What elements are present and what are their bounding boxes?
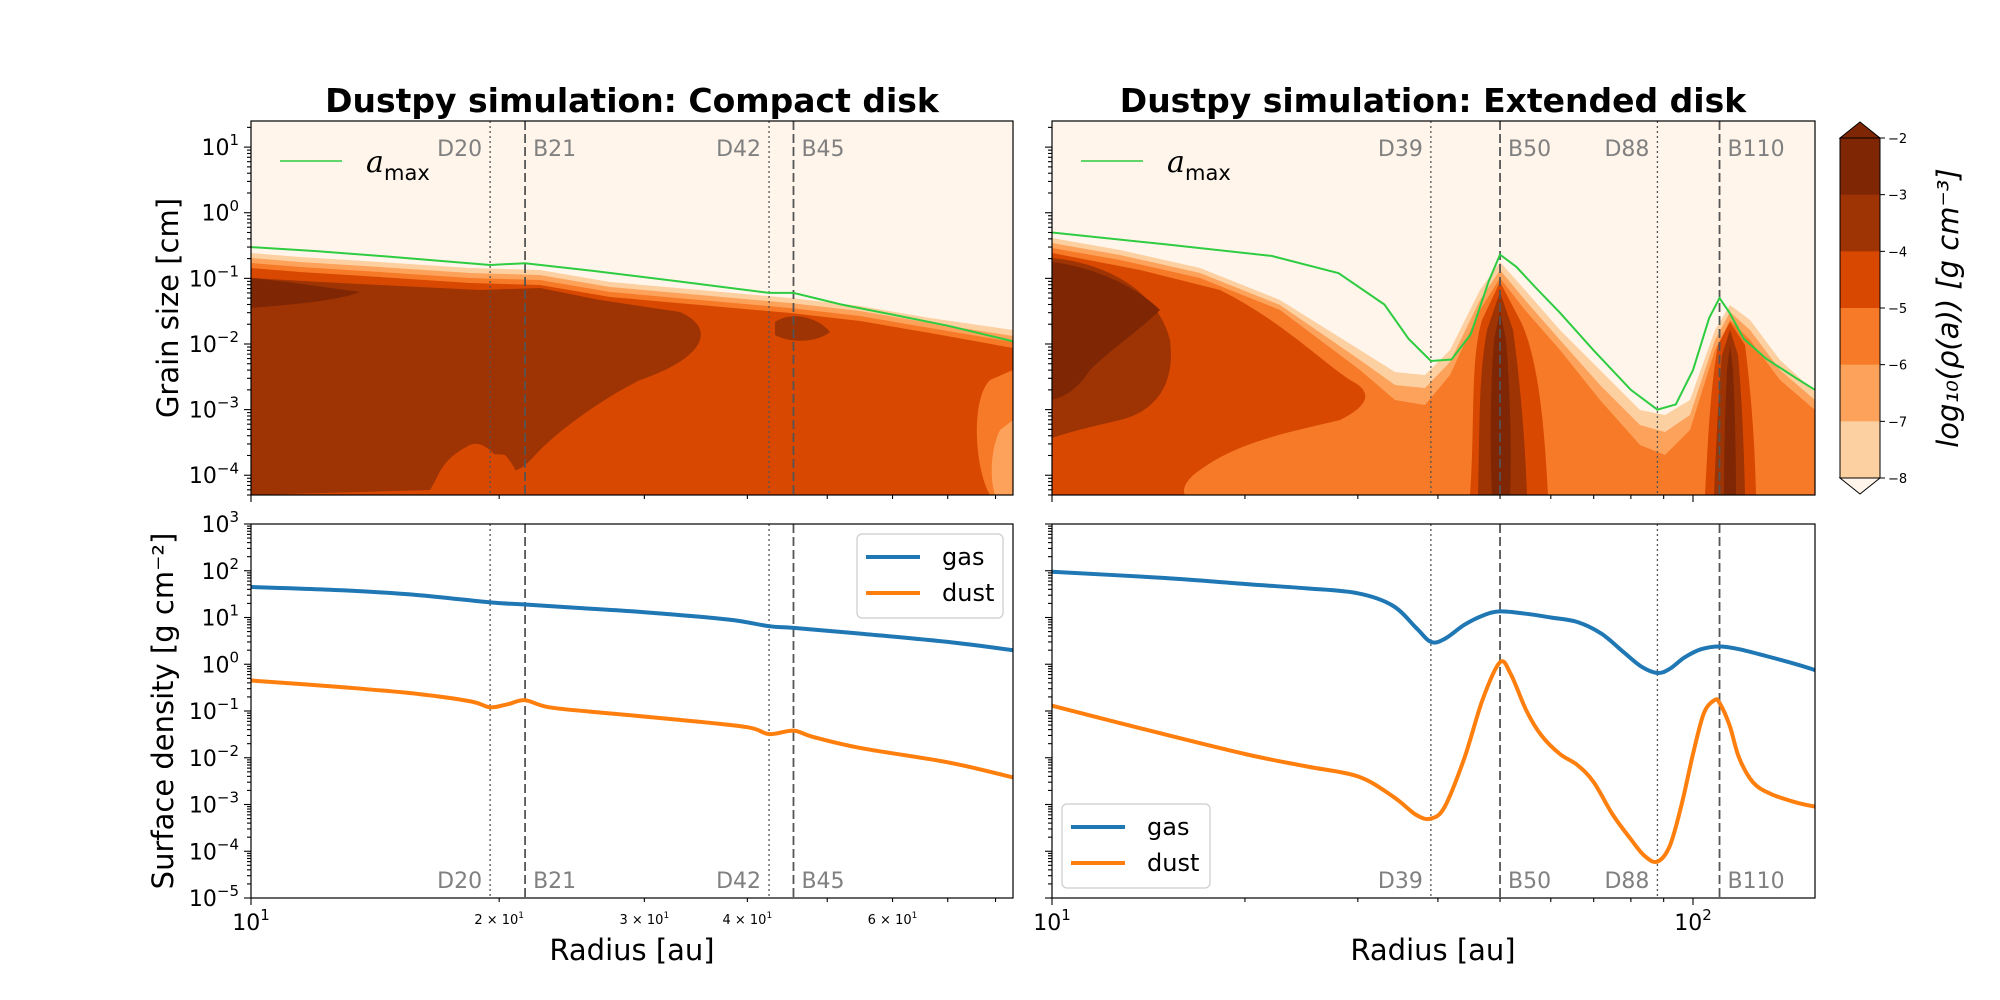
- series-dust-es: [1052, 659, 1815, 864]
- amax-curve-cc: [251, 246, 1013, 343]
- title-extended: Dustpy simulation: Extended disk: [1120, 81, 1747, 120]
- colorbar-extend-top: [1838, 121, 1882, 139]
- gap-label-b45-cc: B45: [801, 137, 844, 162]
- ytick-label-cs-2: 101: [201, 602, 239, 632]
- series-gas-cs: [251, 585, 1013, 653]
- gap-label-b110-es: B110: [1728, 869, 1785, 894]
- colorbar-tick-label-4: −6: [1888, 359, 1907, 374]
- ytick-label-cc-0: 101: [201, 131, 239, 161]
- surface-density-lines: [251, 569, 1815, 864]
- gap-label-b50-ec: B50: [1508, 137, 1551, 162]
- gap-label-d42-cc: D42: [716, 137, 761, 162]
- series-dust-cs: [251, 678, 1013, 780]
- title-compact: Dustpy simulation: Compact disk: [325, 81, 940, 120]
- axes-frame-extended-contour: [1051, 120, 1816, 496]
- gap-lines: [489, 121, 1721, 898]
- colorbar-tick-label-5: −7: [1888, 415, 1907, 430]
- ytick-label-cs-5: 10−2: [189, 742, 239, 772]
- colorbar-swatch-3: [1840, 308, 1880, 366]
- contour-level-3-compact-blob: [430, 454, 525, 495]
- gap-label-b110-ec: B110: [1728, 137, 1785, 162]
- contour-level-1-extended-peak2: [1724, 345, 1736, 495]
- contour-level-2-compact-ring: [775, 316, 830, 341]
- ytick-label-cs-7: 10−4: [189, 835, 239, 865]
- colorbar-extend-bottom: [1838, 477, 1882, 495]
- contour-level-1-compact: [251, 278, 360, 308]
- xtick-label-cs-4: 6 × 101: [868, 911, 918, 928]
- colorbar-swatch-4: [1840, 364, 1880, 422]
- ytick-label-cs-3: 100: [201, 648, 239, 678]
- gap-label-d42-cs: D42: [716, 869, 761, 894]
- legend-amax-compact-sub: max: [384, 161, 430, 185]
- legend-amax-compact: a max: [280, 145, 430, 185]
- colorbar-swatch-0: [1840, 138, 1880, 196]
- legend-gas-label-compact: gas: [942, 543, 984, 571]
- contour-layers-compact: [251, 253, 1013, 495]
- legend-dust-label-compact: dust: [942, 579, 994, 607]
- colorbar-swatch-2: [1840, 251, 1880, 309]
- gap-labels: D20 B21 D42 B45 D39 B50 D88 B110 D20 B21 D42 B45 D39…: [437, 137, 1784, 894]
- xtick-label-cs-3: 4 × 101: [722, 911, 772, 928]
- gap-label-b45-cs: B45: [801, 869, 844, 894]
- legend-gas-label-extended: gas: [1147, 813, 1189, 841]
- contour-level-5-compact-band: [991, 420, 1013, 495]
- legend-amax-compact-label: a: [366, 145, 384, 180]
- legend-amax-extended: a max: [1081, 145, 1231, 185]
- axes-frame-compact-contour: [250, 120, 1014, 496]
- legend-dust-label-extended: dust: [1147, 849, 1199, 877]
- xlabel-compact: Radius [au]: [549, 933, 714, 967]
- contour-level-1-extended-inner: [1052, 262, 1160, 400]
- contour-level-2-compact: [251, 278, 701, 495]
- gap-label-d20-cs: D20: [437, 869, 482, 894]
- colorbar-tick-label-2: −4: [1888, 245, 1907, 260]
- ylabel-surface-density: Surface density [g cm⁻²]: [146, 533, 180, 890]
- amax-lines: [251, 231, 1815, 411]
- colorbar: −2 −3 −4 −5 −6 −7 −8: [1838, 121, 1907, 495]
- legend-surface-extended: gas dust: [1061, 803, 1211, 889]
- colorbar-tick-label-6: −8: [1888, 472, 1907, 487]
- colorbar-tick-label-1: −3: [1888, 189, 1907, 204]
- gap-label-b21-cs: B21: [533, 869, 576, 894]
- gap-label-b21-cc: B21: [533, 137, 576, 162]
- ylabel-grain-size: Grain size [cm]: [151, 198, 185, 418]
- amax-curve-ec: [1052, 231, 1815, 411]
- gap-label-d88-ec: D88: [1604, 137, 1649, 162]
- ytick-label-cs-0: 103: [201, 508, 239, 538]
- series-gas-es: [1052, 569, 1815, 676]
- colorbar-tick-label-0: −2: [1888, 132, 1907, 147]
- contour-layers-extended: [1052, 238, 1815, 495]
- gap-label-d20-cc: D20: [437, 137, 482, 162]
- ytick-label-cs-1: 102: [201, 555, 239, 585]
- ytick-label-cs-4: 10−1: [189, 695, 239, 725]
- legend-amax-extended-label: a: [1167, 145, 1185, 180]
- xtick-label-cs-1: 2 × 101: [474, 911, 524, 928]
- axis-ticks: 101 100 10−1 10−2 10−3 10−4 103 102 101 100 10−1 10…: [189, 126, 1712, 936]
- gap-label-b50-es: B50: [1508, 869, 1551, 894]
- xtick-label-cs-2: 3 × 101: [619, 911, 669, 928]
- ytick-label-cc-2: 10−1: [189, 262, 239, 292]
- gap-label-d39-es: D39: [1378, 869, 1423, 894]
- ytick-label-cc-5: 10−4: [189, 459, 239, 489]
- colorbar-swatch-5: [1840, 421, 1880, 479]
- legend-surface-compact: gas dust: [856, 533, 1004, 619]
- colorbar-tick-label-3: −5: [1888, 302, 1907, 317]
- gap-label-d39-ec: D39: [1378, 137, 1423, 162]
- ytick-label-cs-6: 10−3: [189, 789, 239, 819]
- xlabel-extended: Radius [au]: [1350, 933, 1515, 967]
- ytick-label-cc-1: 100: [201, 197, 239, 227]
- contour-level-4-extended-lowleft: [1185, 430, 1375, 495]
- legend-amax-extended-sub: max: [1185, 161, 1231, 185]
- xtick-label-es-0: 101: [1033, 906, 1071, 936]
- colorbar-swatch-1: [1840, 194, 1880, 252]
- ytick-label-cc-3: 10−2: [189, 328, 239, 358]
- ytick-label-cc-4: 10−3: [189, 394, 239, 424]
- xtick-label-cs-0: 101: [232, 906, 270, 936]
- gap-label-d88-es: D88: [1604, 869, 1649, 894]
- ytick-label-cs-8: 10−5: [189, 882, 239, 912]
- colorbar-label: log₁₀(ρ(a)) [g cm⁻³]: [1931, 168, 1965, 448]
- xtick-label-es-1: 102: [1674, 906, 1712, 936]
